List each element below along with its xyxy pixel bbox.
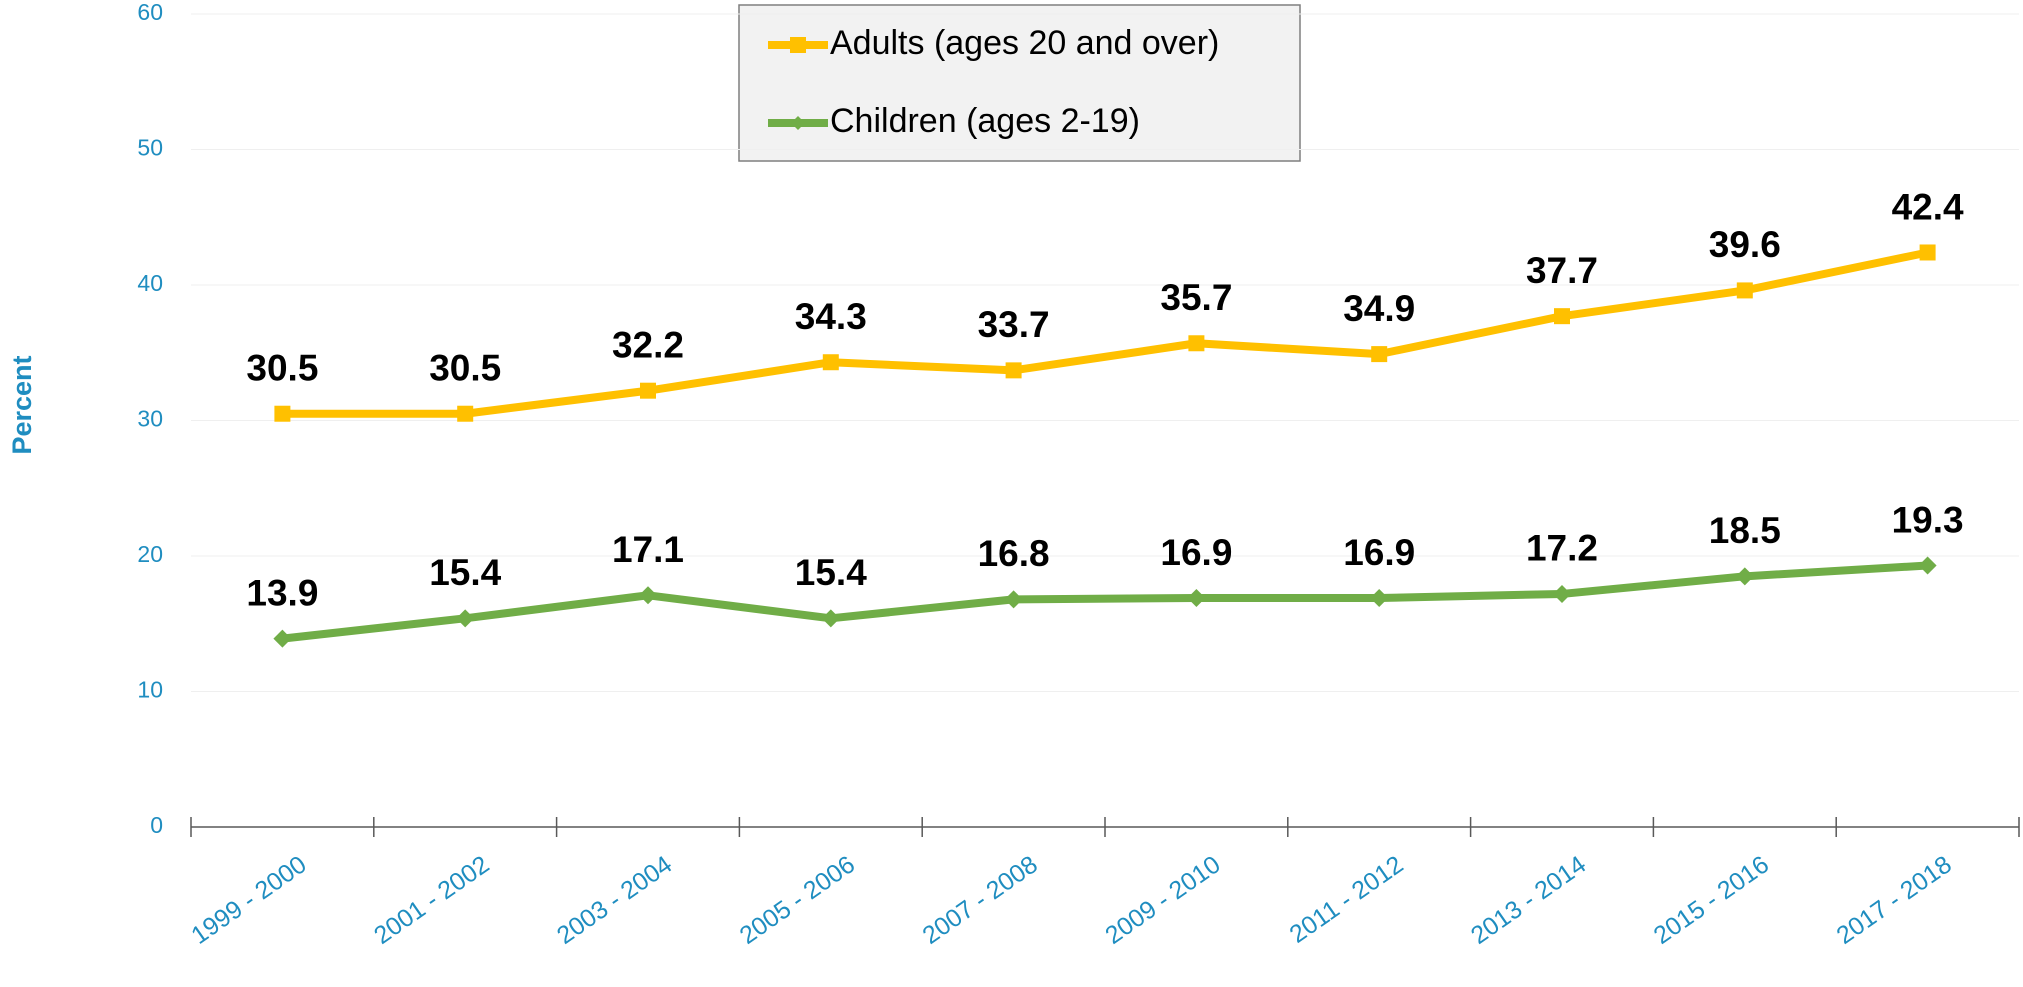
data-label: 17.1 (612, 529, 684, 570)
marker (1370, 589, 1389, 608)
data-label: 34.9 (1343, 288, 1415, 329)
data-label: 39.6 (1709, 224, 1781, 265)
legend-label: Adults (ages 20 and over) (830, 24, 1219, 62)
marker (1188, 335, 1205, 352)
data-label: 15.4 (429, 552, 501, 593)
data-label: 16.9 (1160, 532, 1232, 573)
marker (822, 354, 839, 371)
data-label: 16.8 (978, 533, 1050, 574)
marker (1918, 556, 1937, 575)
x-tick-label: 2007 - 2008 (917, 850, 1042, 949)
marker (1735, 567, 1754, 586)
legend-box (738, 4, 1301, 162)
series-line (282, 248, 1929, 418)
marker (1371, 346, 1388, 363)
data-label: 33.7 (978, 304, 1050, 345)
marker (1736, 282, 1753, 299)
marker (274, 405, 291, 422)
y-tick-label: 10 (137, 677, 163, 703)
marker (1005, 362, 1022, 379)
marker (639, 586, 657, 605)
y-tick-label: 30 (137, 406, 163, 432)
x-tick-label: 2001 - 2002 (369, 850, 494, 949)
data-label: 35.7 (1160, 277, 1232, 318)
y-tick-label: 50 (137, 135, 163, 161)
data-label: 13.9 (246, 572, 318, 613)
data-label: 30.5 (429, 348, 501, 389)
marker (821, 609, 840, 628)
data-label: 16.9 (1343, 532, 1415, 573)
marker (1919, 244, 1936, 261)
data-label: 18.5 (1709, 510, 1781, 551)
data-label: 37.7 (1526, 250, 1598, 291)
marker (790, 37, 806, 53)
x-tick-label: 2013 - 2014 (1466, 850, 1591, 950)
marker (1187, 589, 1206, 608)
x-tick-label: 2017 - 2018 (1831, 850, 1956, 949)
marker (1554, 308, 1570, 325)
legend-label: Children (ages 2-19) (830, 102, 1140, 140)
marker (457, 405, 474, 422)
data-label: 15.4 (795, 552, 867, 593)
data-label: 17.2 (1526, 528, 1598, 569)
y-tick-label: 20 (137, 541, 163, 567)
y-tick-label: 60 (137, 0, 163, 25)
marker (1004, 590, 1023, 609)
x-tick-label: 2003 - 2004 (552, 850, 677, 950)
marker (273, 629, 292, 648)
data-label: 42.4 (1892, 186, 1964, 227)
data-label: 30.5 (246, 348, 318, 389)
x-tick-label: 2005 - 2006 (735, 850, 860, 949)
marker (456, 609, 475, 628)
series-line (281, 561, 1928, 643)
y-tick-label: 40 (137, 270, 163, 296)
data-label: 19.3 (1892, 499, 1964, 540)
data-label: 32.2 (612, 324, 684, 365)
marker (791, 116, 805, 130)
x-tick-label: 2011 - 2012 (1285, 850, 1409, 948)
y-axis-title: Percent (7, 355, 37, 454)
marker (640, 382, 656, 399)
x-tick-label: 1999 - 2000 (186, 850, 311, 949)
x-tick-label: 2015 - 2016 (1649, 850, 1774, 949)
y-tick-label: 0 (150, 812, 163, 838)
data-label: 34.3 (795, 296, 867, 337)
x-tick-label: 2009 - 2010 (1100, 850, 1225, 949)
marker (1553, 584, 1571, 603)
